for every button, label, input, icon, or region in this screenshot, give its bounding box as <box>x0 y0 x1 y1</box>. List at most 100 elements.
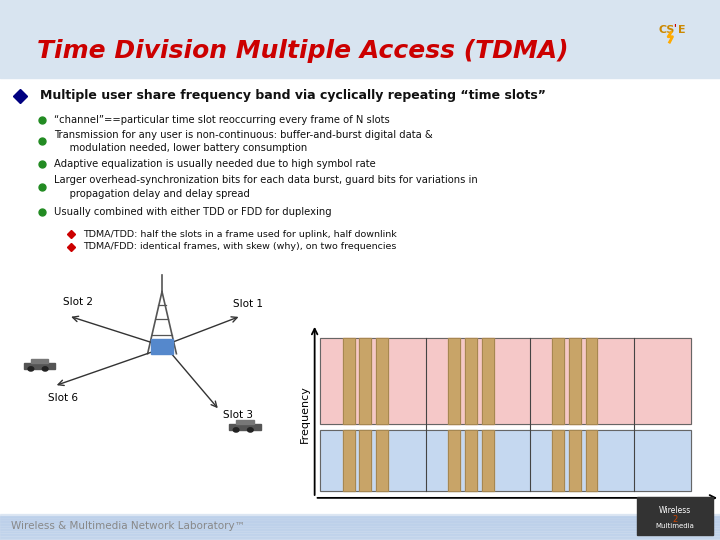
Bar <box>482 430 494 491</box>
Bar <box>0 514 720 540</box>
Text: Multimedia: Multimedia <box>655 523 694 530</box>
Bar <box>0 58 720 60</box>
Bar <box>31 359 48 363</box>
Bar <box>0 48 720 49</box>
Bar <box>0 25 720 26</box>
Bar <box>359 430 372 491</box>
Bar <box>0 56 720 57</box>
Bar <box>0 23 720 24</box>
Text: Slot 2: Slot 2 <box>63 296 93 307</box>
Bar <box>236 420 253 424</box>
Text: “channel”==particular time slot reoccurring every frame of N slots: “channel”==particular time slot reoccurr… <box>54 116 390 125</box>
Bar <box>24 363 55 369</box>
Bar <box>320 338 691 424</box>
Text: TDMA/TDD: half the slots in a frame used for uplink, half downlink: TDMA/TDD: half the slots in a frame used… <box>83 230 397 239</box>
Bar <box>343 338 354 424</box>
Bar <box>585 338 598 424</box>
Bar <box>0 65 720 67</box>
Bar <box>569 338 581 424</box>
Text: CS: CS <box>659 25 675 35</box>
Bar <box>0 19 720 20</box>
Bar <box>0 70 720 513</box>
Bar <box>0 524 720 525</box>
Bar <box>0 18 720 19</box>
Bar <box>449 338 460 424</box>
Bar <box>0 15 720 16</box>
Bar <box>0 29 720 30</box>
Bar <box>343 430 354 491</box>
Bar <box>552 430 564 491</box>
Bar <box>0 28 720 29</box>
Bar <box>0 535 720 537</box>
Bar <box>0 42 720 43</box>
Bar <box>0 11 720 12</box>
Bar <box>359 430 372 491</box>
Text: Frequency: Frequency <box>300 386 310 443</box>
Bar <box>569 430 581 491</box>
Text: Multiple user share frequency band via cyclically repeating “time slots”: Multiple user share frequency band via c… <box>40 89 546 102</box>
Bar <box>151 339 173 354</box>
Bar <box>343 430 354 491</box>
Bar <box>0 68 720 69</box>
Bar <box>569 338 581 424</box>
Bar <box>0 16 720 17</box>
Bar <box>552 430 564 491</box>
Bar <box>0 1 720 2</box>
Bar <box>585 338 598 424</box>
Bar <box>0 31 720 33</box>
Bar <box>449 430 460 491</box>
Bar <box>0 532 720 534</box>
Bar <box>449 430 460 491</box>
Bar <box>0 21 720 22</box>
Bar <box>0 47 720 48</box>
Bar <box>0 6 720 7</box>
Circle shape <box>42 367 48 371</box>
Bar <box>552 338 564 424</box>
Bar <box>0 45 720 47</box>
Bar <box>552 338 564 424</box>
Bar <box>0 62 720 63</box>
Bar <box>585 430 598 491</box>
Bar <box>0 37 720 39</box>
Text: Wireless: Wireless <box>659 506 690 515</box>
Bar <box>0 41 720 42</box>
Bar <box>0 537 720 538</box>
Bar <box>0 44 720 45</box>
Bar <box>0 530 720 532</box>
Bar <box>0 4 720 5</box>
Bar <box>0 66 720 68</box>
Bar <box>0 8 720 9</box>
Bar <box>0 527 720 529</box>
Bar <box>637 497 713 535</box>
Bar <box>320 430 691 491</box>
Bar <box>0 54 720 55</box>
Bar <box>229 423 261 430</box>
Text: 2: 2 <box>672 515 678 524</box>
Text: Larger overhead-synchronization bits for each data burst, guard bits for variati: Larger overhead-synchronization bits for… <box>54 175 478 199</box>
Bar <box>0 22 720 23</box>
Bar <box>0 38 720 40</box>
Bar <box>0 534 720 535</box>
Bar <box>0 40 720 41</box>
Bar <box>0 14 720 15</box>
Text: Wireless & Multimedia Network Laboratory™: Wireless & Multimedia Network Laboratory… <box>11 521 245 531</box>
Text: ': ' <box>673 23 676 33</box>
Bar <box>0 0 720 78</box>
Bar <box>0 5 720 6</box>
Text: Transmission for any user is non-continuous: buffer-and-burst digital data &
   : Transmission for any user is non-continu… <box>54 130 433 153</box>
Bar <box>376 338 388 424</box>
Bar <box>376 338 388 424</box>
Circle shape <box>248 428 253 432</box>
Bar <box>0 64 720 65</box>
Bar <box>0 0 720 1</box>
Bar <box>0 538 720 540</box>
Bar <box>343 338 354 424</box>
Bar <box>465 338 477 424</box>
Bar <box>465 430 477 491</box>
Bar <box>0 27 720 28</box>
Bar <box>359 338 372 424</box>
Bar <box>376 430 388 491</box>
Bar <box>0 43 720 44</box>
Bar <box>320 430 691 491</box>
Bar <box>482 338 494 424</box>
